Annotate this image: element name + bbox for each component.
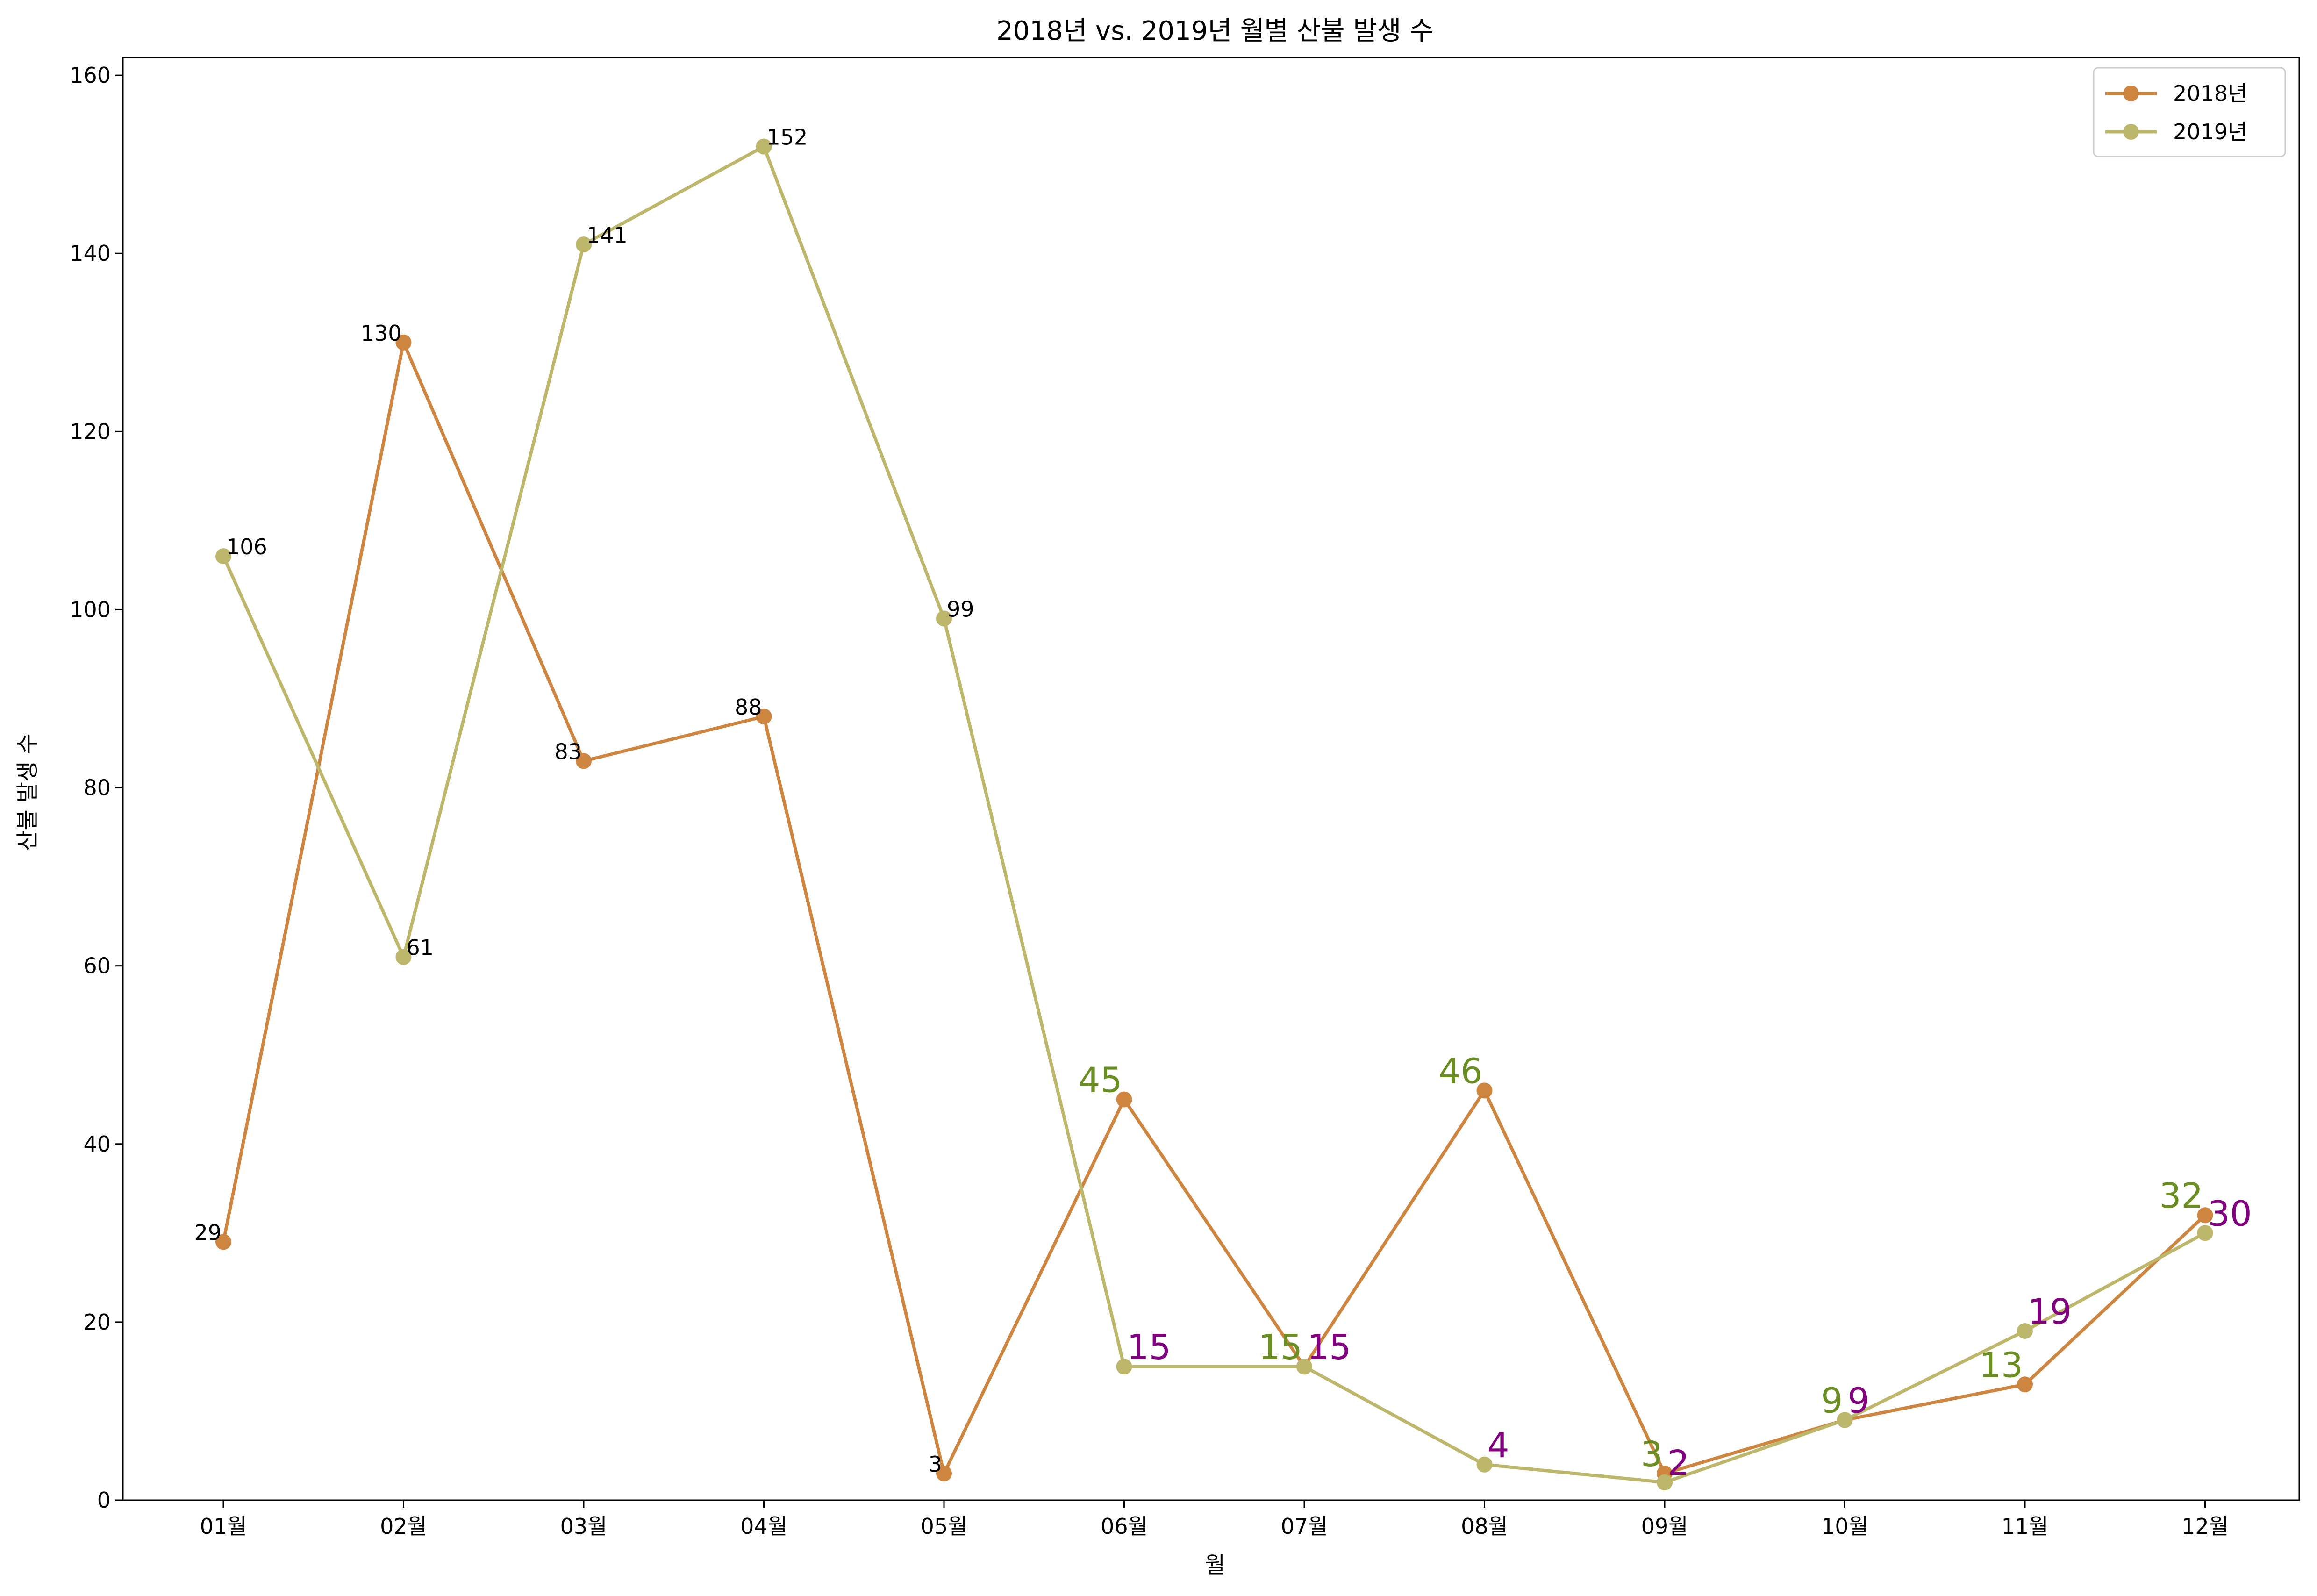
- legend-swatch-marker: [2123, 124, 2139, 140]
- data-label-2018: 46: [1438, 1051, 1482, 1091]
- y-tick-label: 80: [83, 775, 111, 801]
- data-point: [1116, 1359, 1132, 1375]
- data-point: [936, 610, 952, 627]
- y-tick-label: 160: [70, 63, 111, 88]
- legend-swatch-marker: [2123, 86, 2139, 101]
- data-point: [1296, 1359, 1312, 1375]
- x-tick-label: 12월: [2181, 1514, 2229, 1539]
- data-label-2019: 19: [2028, 1292, 2072, 1332]
- x-tick-label: 07월: [1281, 1514, 1328, 1539]
- data-label-2018: 15: [1259, 1327, 1302, 1367]
- data-label-2019: 15: [1127, 1327, 1171, 1367]
- y-tick-label: 100: [70, 597, 111, 622]
- x-tick-label: 06월: [1101, 1514, 1148, 1539]
- x-axis-ticks: 01월 02월 03월 04월 05월 06월 07월 08월 09월 10월 11월 12월: [200, 1500, 2229, 1539]
- legend-label: 2019년: [2173, 119, 2247, 144]
- data-label-2019: 30: [2208, 1194, 2252, 1234]
- data-label-2018: 3: [1641, 1434, 1663, 1474]
- series-line-2: [222, 145, 2206, 1484]
- legend: 2018년 2019년: [2093, 67, 2286, 157]
- data-label-2018: 13: [1979, 1345, 2023, 1385]
- data-label-2019: 152: [767, 125, 808, 150]
- data-label-2018: 88: [735, 694, 762, 720]
- data-label-2019: 61: [407, 935, 434, 960]
- x-tick-label: 04월: [740, 1514, 787, 1539]
- x-tick-label: 10월: [1821, 1514, 1868, 1539]
- data-label-2018: 9: [1821, 1381, 1843, 1421]
- data-point: [395, 949, 412, 965]
- data-point: [2017, 1323, 2033, 1339]
- data-point: [576, 753, 592, 769]
- legend-label: 2018년: [2173, 81, 2247, 106]
- x-tick-label: 08월: [1461, 1514, 1508, 1539]
- y-tick-label: 120: [70, 419, 111, 444]
- data-label-2018: 45: [1078, 1060, 1122, 1101]
- x-tick-label: 01월: [200, 1514, 247, 1539]
- data-label-2019: 4: [1487, 1425, 1509, 1466]
- x-tick-label: 11월: [2002, 1514, 2049, 1539]
- x-axis-label: 월: [1205, 1552, 1225, 1578]
- y-tick-label: 60: [83, 953, 111, 979]
- data-point: [215, 1234, 231, 1250]
- data-point: [2017, 1376, 2033, 1393]
- data-point: [1837, 1412, 1853, 1428]
- data-label-2019: 15: [1307, 1327, 1351, 1367]
- series-layer: [215, 138, 2213, 1490]
- data-label-2019: 2: [1667, 1443, 1689, 1483]
- data-label-2019: 141: [586, 222, 628, 248]
- data-point: [756, 709, 772, 725]
- data-point: [936, 1465, 952, 1481]
- data-point: [395, 334, 412, 351]
- data-label-2018: 130: [361, 321, 402, 346]
- data-label-2018: 32: [2159, 1176, 2203, 1216]
- y-tick-label: 40: [83, 1131, 111, 1157]
- series-line-1: [222, 341, 2206, 1475]
- chart-title: 2018년 vs. 2019년 월별 산불 발생 수: [996, 16, 1434, 46]
- y-tick-label: 20: [83, 1310, 111, 1335]
- data-point: [1476, 1456, 1493, 1473]
- data-point: [2197, 1207, 2213, 1224]
- y-axis-label: 산불 발생 수: [14, 733, 41, 851]
- x-tick-label: 09월: [1641, 1514, 1688, 1539]
- data-label-2018: 3: [929, 1452, 942, 1477]
- data-label-2019: 99: [947, 597, 974, 622]
- x-tick-label: 03월: [560, 1514, 608, 1539]
- x-tick-label: 02월: [380, 1514, 427, 1539]
- plot-frame: [122, 57, 2300, 1501]
- data-point: [756, 138, 772, 155]
- y-axis-ticks: 0 20 40 60 80 100 120 140 160: [70, 63, 123, 1513]
- data-label-2019: 9: [1848, 1381, 1870, 1421]
- data-point: [2197, 1225, 2213, 1241]
- y-tick-label: 140: [70, 241, 111, 266]
- data-point: [576, 236, 592, 253]
- data-label-2019: 106: [226, 534, 267, 559]
- data-label-2018: 83: [554, 739, 582, 764]
- y-tick-label: 0: [97, 1488, 111, 1513]
- data-label-2018: 29: [194, 1220, 222, 1245]
- x-tick-label: 05월: [921, 1514, 968, 1539]
- data-point: [215, 548, 231, 565]
- data-point: [1116, 1091, 1132, 1108]
- data-point: [1657, 1474, 1673, 1490]
- data-point: [1476, 1082, 1493, 1099]
- legend-box: [2093, 67, 2286, 157]
